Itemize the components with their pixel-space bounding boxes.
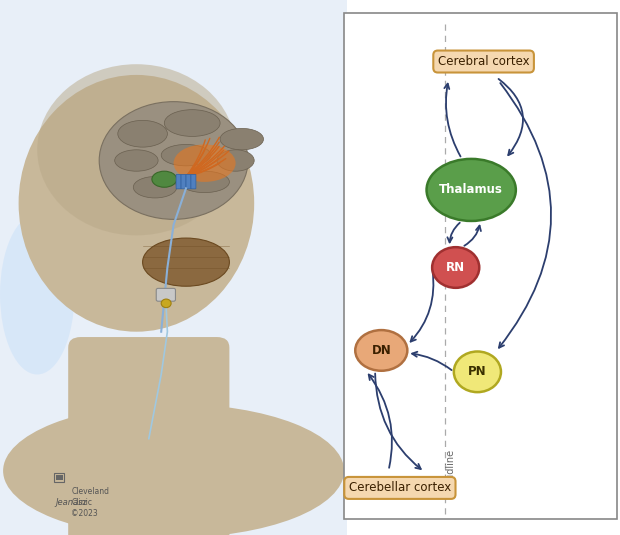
Ellipse shape <box>454 351 501 392</box>
Circle shape <box>161 299 171 308</box>
FancyBboxPatch shape <box>186 174 191 189</box>
Ellipse shape <box>161 144 211 166</box>
Ellipse shape <box>115 150 158 171</box>
Text: Thalamus: Thalamus <box>439 184 503 196</box>
FancyBboxPatch shape <box>191 174 196 189</box>
Ellipse shape <box>118 120 167 147</box>
Ellipse shape <box>164 110 220 136</box>
Ellipse shape <box>217 150 254 171</box>
Ellipse shape <box>37 64 236 235</box>
Ellipse shape <box>180 171 229 193</box>
FancyBboxPatch shape <box>344 13 617 519</box>
FancyBboxPatch shape <box>181 174 186 189</box>
Ellipse shape <box>427 159 516 221</box>
Text: RN: RN <box>446 261 465 274</box>
Text: Cerebral cortex: Cerebral cortex <box>438 55 529 68</box>
Ellipse shape <box>133 177 177 198</box>
Text: DN: DN <box>371 344 391 357</box>
Ellipse shape <box>99 102 248 219</box>
Ellipse shape <box>432 247 479 288</box>
Ellipse shape <box>3 404 344 535</box>
Text: Jeanasz: Jeanasz <box>56 499 87 507</box>
Ellipse shape <box>152 171 177 187</box>
FancyBboxPatch shape <box>0 0 347 535</box>
Ellipse shape <box>174 144 236 182</box>
Ellipse shape <box>355 330 407 371</box>
FancyBboxPatch shape <box>56 475 63 480</box>
FancyBboxPatch shape <box>176 174 181 189</box>
FancyBboxPatch shape <box>156 288 175 301</box>
Ellipse shape <box>220 128 264 150</box>
Ellipse shape <box>143 238 229 286</box>
Text: PN: PN <box>468 365 487 378</box>
Text: Cleveland
Clinic
©2023: Cleveland Clinic ©2023 <box>71 487 109 518</box>
Text: Midline: Midline <box>445 449 455 484</box>
FancyBboxPatch shape <box>68 337 229 535</box>
Text: Cerebellar cortex: Cerebellar cortex <box>349 482 451 494</box>
Ellipse shape <box>19 75 254 332</box>
Ellipse shape <box>0 214 74 374</box>
